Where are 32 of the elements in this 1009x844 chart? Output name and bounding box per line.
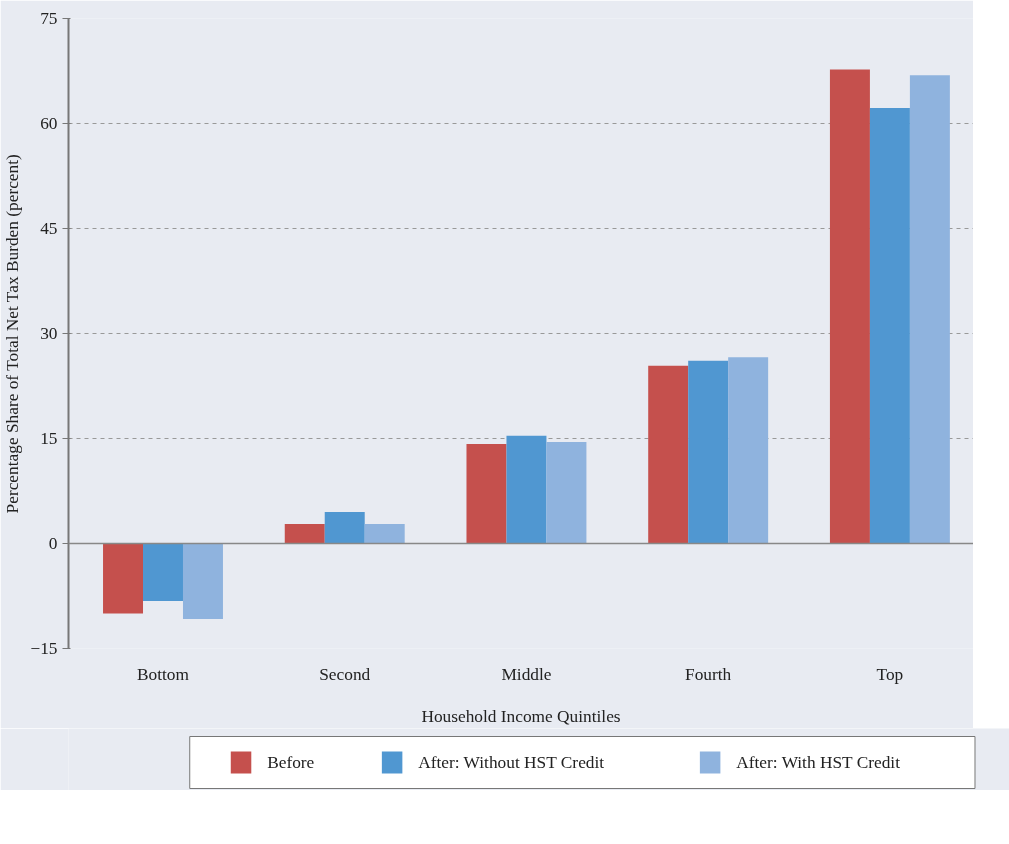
y-tick-label: 0 — [48, 534, 58, 553]
bar — [648, 365, 689, 544]
bar — [103, 543, 144, 614]
y-tick-label: 75 — [40, 9, 58, 28]
bar — [182, 543, 223, 620]
y-tick-label: 45 — [40, 219, 58, 238]
bar — [143, 543, 183, 601]
x-tick-label: Fourth — [685, 664, 732, 684]
bar — [506, 435, 547, 544]
x-axis-title: Household Income Quintiles — [421, 706, 621, 726]
x-tick-label: Middle — [501, 664, 552, 684]
y-tick-label: 30 — [40, 324, 58, 343]
y-tick-label: 60 — [40, 114, 58, 133]
x-tick-label: Top — [876, 664, 904, 684]
bar — [688, 360, 729, 544]
bar — [466, 444, 507, 544]
legend-label: After: Without HST Credit — [418, 753, 605, 772]
bar — [728, 357, 769, 544]
y-tick-label: 15 — [40, 429, 58, 448]
legend-label: Before — [267, 753, 315, 772]
bar — [324, 512, 365, 544]
bar — [909, 75, 950, 544]
bar — [869, 108, 910, 544]
y-tick-label: −15 — [30, 639, 58, 658]
x-tick-label: Second — [319, 664, 371, 684]
bar — [546, 442, 587, 544]
bar — [829, 69, 870, 544]
bar — [284, 523, 325, 544]
bar — [364, 523, 405, 544]
legend-label: After: With HST Credit — [736, 753, 901, 772]
y-axis-title: Percentage Share of Total Net Tax Burden (percent) — [3, 153, 23, 514]
x-tick-label: Bottom — [137, 664, 190, 684]
